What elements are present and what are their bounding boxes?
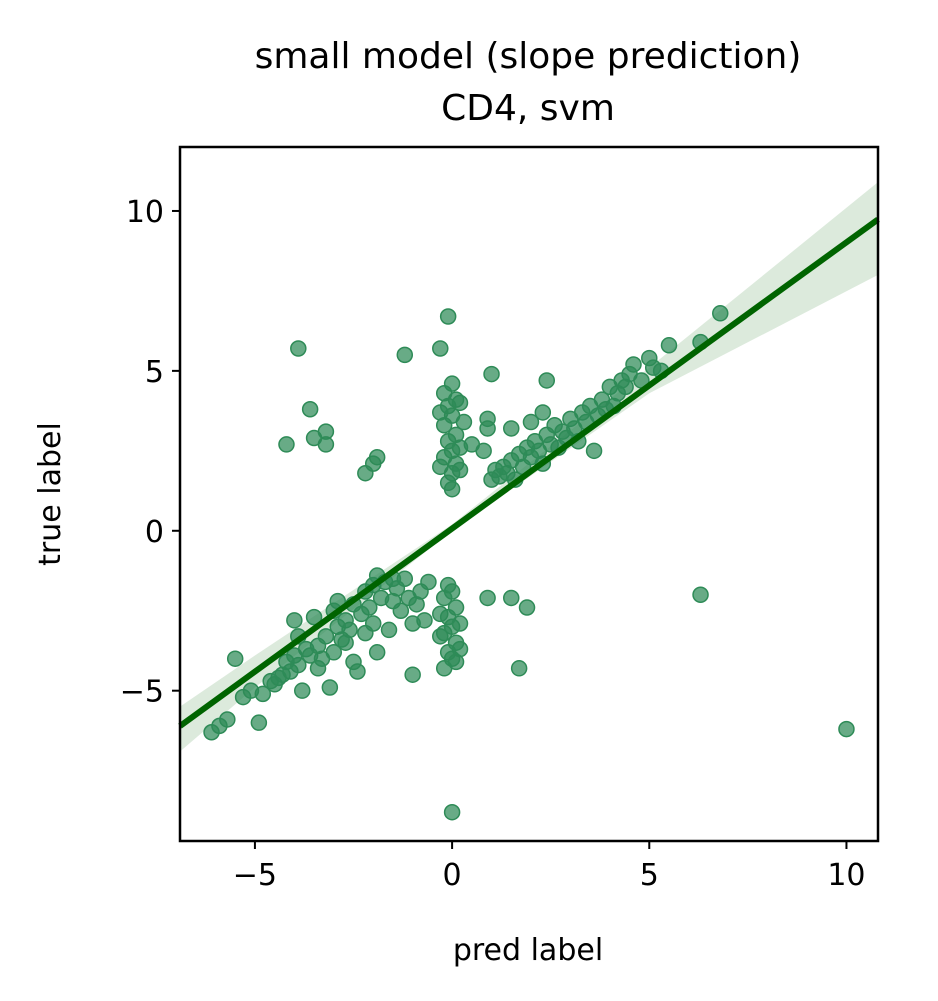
- data-point: [416, 612, 433, 629]
- data-point: [250, 714, 268, 731]
- data-point: [380, 621, 398, 639]
- chart-title: small model (slope prediction): [255, 36, 802, 77]
- data-point: [432, 458, 449, 476]
- data-point: [309, 660, 327, 677]
- data-point: [432, 404, 449, 421]
- data-point: [337, 634, 354, 651]
- data-point: [838, 720, 855, 738]
- data-point: [325, 644, 343, 661]
- data-point: [305, 608, 323, 626]
- data-point: [301, 400, 319, 418]
- data-point: [692, 586, 709, 603]
- data-point: [455, 413, 473, 431]
- data-point: [317, 436, 335, 453]
- data-point: [625, 356, 642, 373]
- data-point: [290, 340, 307, 357]
- data-point: [451, 615, 469, 632]
- data-point: [219, 711, 236, 728]
- data-point: [349, 663, 366, 680]
- data-point: [321, 679, 339, 696]
- data-point: [475, 442, 492, 460]
- data-point: [451, 461, 469, 479]
- regression-line-layer: [178, 216, 880, 729]
- data-point: [483, 365, 500, 383]
- x-tick-label: 10: [827, 858, 865, 893]
- data-point: [538, 372, 555, 389]
- plot-frame: [178, 145, 880, 843]
- data-point: [479, 589, 496, 607]
- data-point: [293, 682, 311, 699]
- data-point: [270, 669, 287, 687]
- data-point: [435, 589, 453, 607]
- data-point: [518, 599, 536, 616]
- data-point: [317, 628, 335, 645]
- data-point: [510, 660, 528, 677]
- data-point: [368, 644, 386, 661]
- regression-line: [178, 216, 880, 729]
- data-point: [432, 340, 449, 357]
- data-point: [278, 436, 295, 453]
- points-layer: [203, 305, 855, 821]
- data-point: [226, 650, 244, 667]
- x-tick-label: 5: [640, 858, 659, 893]
- data-point: [439, 308, 457, 325]
- data-point: [660, 337, 678, 354]
- data-point: [503, 420, 520, 437]
- data-point: [364, 615, 382, 632]
- y-tick-label: 0: [145, 515, 164, 550]
- x-tick-label: 0: [443, 858, 462, 893]
- data-point: [522, 413, 540, 431]
- data-point: [254, 685, 272, 703]
- data-point: [479, 420, 496, 437]
- data-point: [290, 656, 307, 674]
- data-point: [451, 640, 469, 658]
- data-point: [392, 602, 410, 619]
- y-axis-label: true label: [33, 422, 68, 566]
- data-point: [432, 628, 449, 645]
- data-point: [534, 404, 552, 421]
- data-point: [443, 480, 461, 498]
- data-point: [503, 589, 520, 607]
- data-point: [432, 605, 449, 623]
- y-tick-label: −5: [120, 675, 164, 710]
- data-point: [451, 394, 469, 412]
- x-tick-label: −5: [233, 858, 277, 893]
- data-point: [404, 666, 421, 683]
- data-point: [712, 305, 729, 322]
- x-axis-label: pred label: [453, 933, 603, 968]
- data-point: [286, 612, 303, 629]
- data-point: [443, 803, 461, 821]
- y-tick-label: 10: [126, 195, 164, 230]
- data-point: [368, 448, 386, 466]
- data-point: [361, 599, 378, 616]
- y-tick-label: 5: [145, 355, 164, 390]
- axis-ticks: −5 0 5 10 −5 0 5 10: [120, 195, 866, 893]
- data-point: [585, 442, 603, 460]
- data-point: [420, 573, 437, 591]
- chart-subtitle: CD4, svm: [441, 88, 615, 129]
- data-point: [396, 346, 414, 364]
